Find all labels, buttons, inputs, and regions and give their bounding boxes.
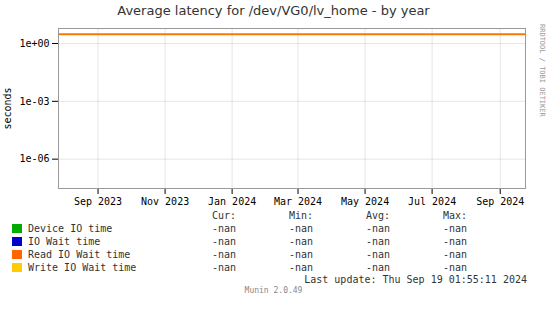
- svg-text:seconds: seconds: [2, 87, 13, 129]
- html-text:-nan: -nan: [443, 249, 468, 260]
- svg-text:Jan 2024: Jan 2024: [208, 196, 256, 207]
- html-text:-nan: -nan: [289, 223, 314, 234]
- svg-text:Nov 2023: Nov 2023: [141, 196, 189, 207]
- html-text:-nan: -nan: [366, 223, 391, 234]
- html-text:-nan: -nan: [212, 223, 237, 234]
- html-text:Munin 2.0.49: Munin 2.0.49: [244, 286, 303, 295]
- html-text:Device IO time: Device IO time: [28, 223, 113, 234]
- svg-text:1e-06: 1e-06: [19, 153, 49, 164]
- html-text:IO Wait time: IO Wait time: [28, 236, 101, 247]
- svg-text:Mar 2024: Mar 2024: [274, 196, 322, 207]
- html-text:Min:: Min:: [289, 210, 314, 221]
- html-text:-nan: -nan: [366, 236, 391, 247]
- svg-text:Sep 2023: Sep 2023: [74, 196, 122, 207]
- html-text:-nan: -nan: [443, 262, 468, 273]
- html-text:-nan: -nan: [366, 249, 391, 260]
- html-text:-nan: -nan: [443, 223, 468, 234]
- html-text:-nan: -nan: [366, 262, 391, 273]
- html-text:Read IO Wait time: Read IO Wait time: [28, 249, 131, 260]
- html-text:-nan: -nan: [289, 262, 314, 273]
- html-text:Average latency for /dev/VG0/l: Average latency for /dev/VG0/lv_home - b…: [117, 3, 430, 18]
- html-text:Cur:: Cur:: [212, 210, 237, 221]
- html-text:Max:: Max:: [443, 210, 468, 221]
- html-text:Write IO Wait time: Write IO Wait time: [28, 262, 137, 273]
- html-text:-nan: -nan: [443, 236, 468, 247]
- html-text:-nan: -nan: [212, 262, 237, 273]
- html-text:RRDTOOL / TOBI OETIKER: RRDTOOL / TOBI OETIKER: [538, 24, 546, 117]
- svg-text:1e-03: 1e-03: [19, 96, 49, 107]
- svg-text:May 2024: May 2024: [341, 196, 389, 207]
- html-text:-nan: -nan: [212, 249, 237, 260]
- svg-text:Sep 2024: Sep 2024: [476, 196, 524, 207]
- html-text:Last update: Thu Sep 19 01:55:: Last update: Thu Sep 19 01:55:11 2024: [304, 274, 527, 285]
- html-text:Avg:: Avg:: [366, 210, 391, 221]
- svg-text:Jul 2024: Jul 2024: [408, 196, 456, 207]
- html-text:-nan: -nan: [212, 236, 237, 247]
- html-text:-nan: -nan: [289, 236, 314, 247]
- svg-text:1e+00: 1e+00: [19, 38, 49, 49]
- html-text:-nan: -nan: [289, 249, 314, 260]
